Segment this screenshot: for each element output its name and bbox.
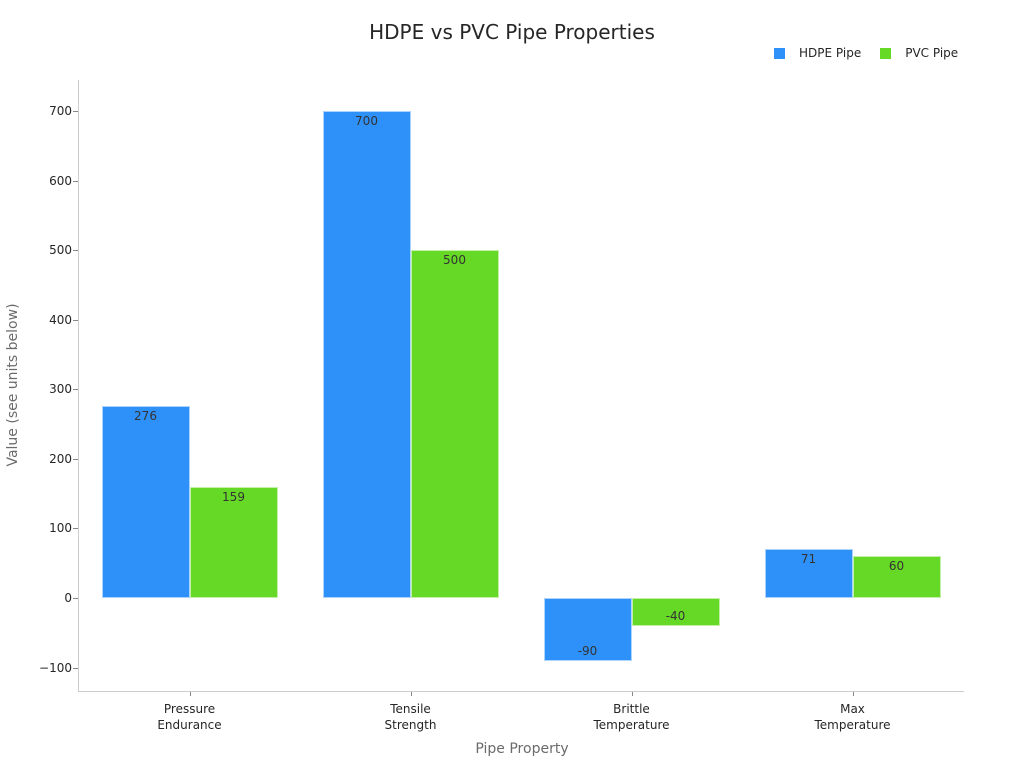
y-axis-line bbox=[78, 80, 79, 692]
y-tick-mark bbox=[73, 598, 78, 599]
bar-hdpe bbox=[322, 111, 411, 598]
chart-title: HDPE vs PVC Pipe Properties bbox=[369, 20, 655, 44]
x-tick-mark bbox=[632, 692, 633, 696]
bar-pvc bbox=[410, 250, 499, 598]
y-tick-label: 600 bbox=[49, 173, 72, 188]
bar-value-label: 500 bbox=[443, 253, 466, 268]
y-tick-label: 700 bbox=[49, 104, 72, 118]
bar-hdpe bbox=[543, 598, 632, 661]
x-axis-label: Pipe Property bbox=[475, 741, 569, 757]
y-tick-mark bbox=[73, 389, 78, 390]
bar-value-label: 71 bbox=[800, 551, 817, 566]
x-axis-line bbox=[78, 691, 964, 692]
bar-hdpe bbox=[101, 405, 190, 598]
y-tick-label: 400 bbox=[49, 312, 72, 327]
bar-pvc bbox=[631, 598, 720, 626]
y-tick-mark bbox=[73, 250, 78, 251]
bar-value-label: -40 bbox=[665, 608, 686, 623]
legend-swatch-pvc bbox=[880, 47, 892, 59]
legend-label-hdpe: HDPE Pipe bbox=[799, 46, 862, 60]
bar-value-label: 700 bbox=[355, 114, 378, 128]
x-tick-label: Pressure Endurance bbox=[157, 702, 222, 732]
y-tick-label: −100 bbox=[39, 660, 72, 675]
y-tick-mark bbox=[73, 459, 78, 460]
y-tick-label: 0 bbox=[64, 591, 72, 605]
x-tick-label: Max Temperature bbox=[814, 702, 891, 732]
legend: HDPE Pipe PVC Pipe bbox=[774, 46, 977, 60]
x-tick-label: Tensile Strength bbox=[384, 702, 437, 732]
legend-item-pvc: PVC Pipe bbox=[880, 46, 958, 60]
y-tick-mark bbox=[73, 668, 78, 669]
bar-pvc bbox=[852, 556, 941, 598]
x-tick-mark bbox=[411, 692, 412, 696]
x-tick-mark bbox=[853, 692, 854, 696]
bar-value-label: 276 bbox=[134, 408, 157, 423]
y-tick-label: 100 bbox=[49, 521, 72, 536]
bar-hdpe bbox=[764, 548, 853, 598]
legend-item-hdpe: HDPE Pipe bbox=[774, 46, 861, 60]
x-tick-label: Brittle Temperature bbox=[593, 702, 670, 732]
legend-swatch-hdpe bbox=[774, 47, 785, 59]
y-tick-mark bbox=[73, 320, 78, 321]
y-tick-mark bbox=[73, 181, 78, 182]
y-tick-label: 200 bbox=[49, 451, 72, 466]
y-tick-mark bbox=[73, 111, 78, 112]
legend-label-pvc: PVC Pipe bbox=[905, 46, 959, 60]
bar-pvc bbox=[189, 487, 278, 598]
y-tick-label: 300 bbox=[49, 382, 72, 397]
bar-value-label: -90 bbox=[577, 643, 598, 658]
y-tick-mark bbox=[73, 528, 78, 529]
bar-value-label: 159 bbox=[222, 490, 245, 505]
y-tick-label: 500 bbox=[49, 243, 72, 258]
x-tick-mark bbox=[190, 692, 191, 696]
bar-value-label: 60 bbox=[888, 559, 905, 574]
